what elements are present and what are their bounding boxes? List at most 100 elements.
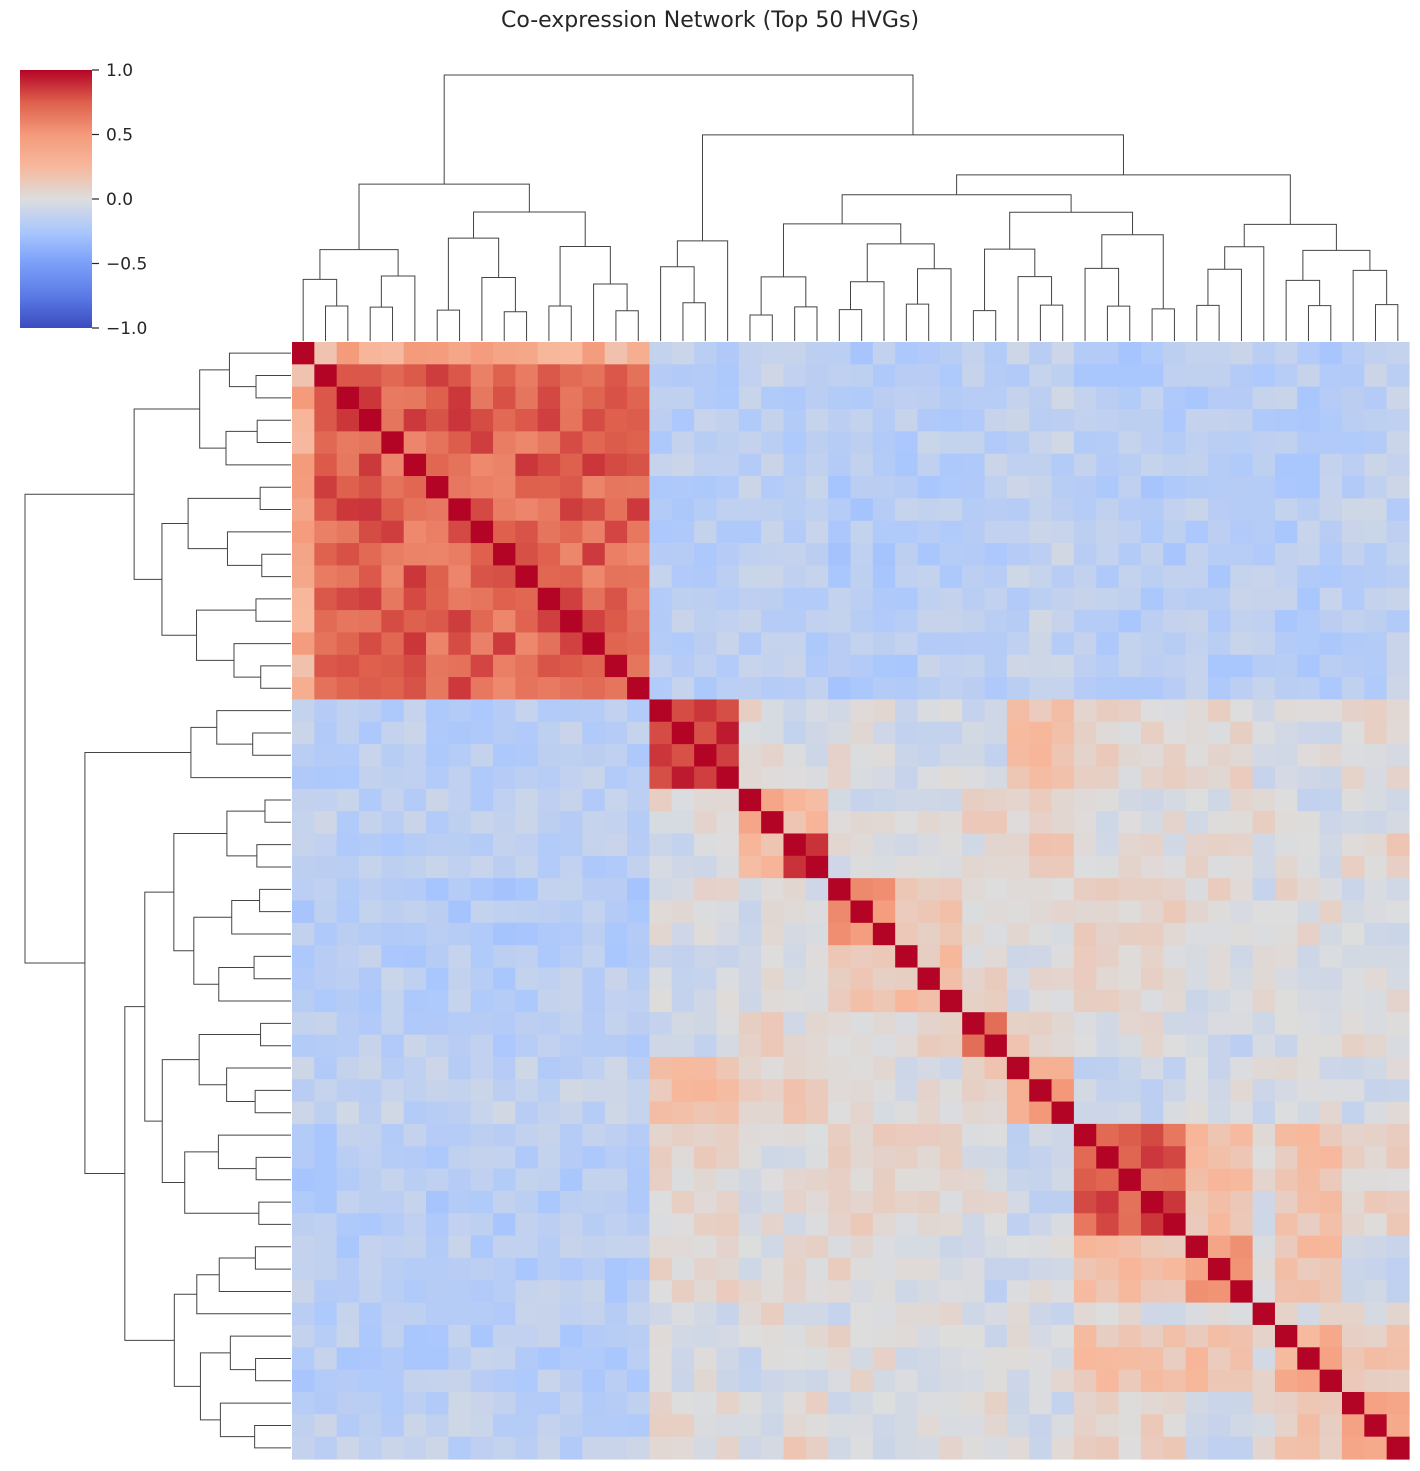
heatmap-cell: [917, 1190, 941, 1214]
heatmap-cell: [738, 1347, 762, 1371]
heatmap-cell: [850, 1213, 874, 1237]
heatmap-cell: [560, 922, 584, 946]
heatmap-cell: [1051, 900, 1075, 924]
heatmap-cell: [895, 1391, 919, 1415]
heatmap-cell: [403, 1101, 427, 1125]
heatmap-cell: [694, 1079, 718, 1103]
heatmap-cell: [828, 1056, 852, 1080]
heatmap-cell: [738, 1391, 762, 1415]
row-dendrogram: [24, 352, 291, 1449]
heatmap-cell: [1364, 587, 1388, 611]
heatmap-cell: [872, 587, 896, 611]
heatmap-cell: [1230, 654, 1254, 678]
dendrogram-link: [1106, 305, 1131, 341]
heatmap-cell: [582, 453, 606, 477]
heatmap-cell: [1274, 1280, 1298, 1304]
heatmap-cell: [1230, 1101, 1254, 1125]
heatmap-cell: [448, 1168, 472, 1192]
heatmap-cell: [426, 386, 449, 410]
heatmap-cell: [1319, 1213, 1343, 1237]
heatmap-cell: [1029, 1369, 1053, 1393]
heatmap-cell: [962, 833, 986, 857]
heatmap-cell: [1185, 1190, 1209, 1214]
heatmap-cell: [761, 520, 785, 544]
heatmap-cell: [761, 989, 785, 1013]
heatmap-cell: [1319, 587, 1343, 611]
heatmap-cell: [1073, 1012, 1097, 1036]
heatmap-cell: [292, 1414, 315, 1438]
heatmap-cell: [359, 610, 382, 634]
heatmap-cell: [738, 520, 762, 544]
heatmap-cell: [1297, 1436, 1321, 1460]
heatmap-cell: [917, 1391, 941, 1415]
heatmap-cell: [694, 878, 718, 902]
heatmap-cell: [537, 342, 561, 365]
heatmap-cell: [1274, 811, 1298, 835]
heatmap-cell: [783, 409, 807, 432]
heatmap-cell: [1006, 1436, 1030, 1460]
heatmap-cell: [917, 1012, 941, 1036]
heatmap-cell: [1073, 1280, 1097, 1304]
heatmap-cell: [470, 945, 494, 969]
heatmap-cell: [1096, 766, 1120, 790]
heatmap-cell: [493, 520, 516, 544]
heatmap-cell: [1073, 1168, 1097, 1192]
heatmap-cell: [895, 989, 919, 1013]
heatmap-cell: [604, 520, 628, 544]
heatmap-cell: [381, 677, 405, 701]
heatmap-cell: [694, 1302, 718, 1326]
dendrogram-link: [905, 303, 930, 341]
heatmap-cell: [828, 1324, 852, 1348]
heatmap-cell: [895, 1079, 919, 1103]
heatmap-cell: [850, 1034, 874, 1058]
heatmap-cell: [939, 744, 963, 768]
heatmap-cell: [1029, 498, 1053, 522]
heatmap-cell: [694, 632, 718, 656]
heatmap-cell: [1163, 699, 1187, 723]
heatmap-cell: [716, 498, 740, 522]
heatmap-cell: [537, 587, 561, 611]
heatmap-cell: [1386, 721, 1410, 745]
heatmap-cell: [738, 543, 762, 566]
heatmap-cell: [560, 1079, 584, 1103]
heatmap-cell: [314, 1190, 338, 1214]
heatmap-cell: [1297, 364, 1321, 388]
heatmap-cell: [1319, 409, 1343, 432]
heatmap-cell: [649, 1123, 673, 1147]
heatmap-cell: [671, 922, 695, 946]
heatmap-cell: [292, 1347, 315, 1371]
heatmap-cell: [716, 945, 740, 969]
heatmap-cell: [627, 1235, 651, 1259]
heatmap-cell: [828, 878, 852, 902]
heatmap-cell: [872, 744, 896, 768]
heatmap-cell: [984, 1324, 1008, 1348]
heatmap-cell: [1386, 1168, 1410, 1192]
heatmap-cell: [805, 1056, 829, 1080]
heatmap-cell: [895, 1213, 919, 1237]
heatmap-cell: [493, 788, 516, 812]
heatmap-cell: [493, 476, 516, 499]
heatmap-cell: [381, 744, 405, 768]
heatmap-cell: [426, 1347, 449, 1371]
heatmap-cell: [359, 989, 382, 1013]
heatmap-cell: [403, 967, 427, 991]
heatmap-cell: [1252, 1324, 1276, 1348]
heatmap-cell: [1252, 1436, 1276, 1460]
heatmap-cell: [872, 1034, 896, 1058]
heatmap-cell: [1319, 632, 1343, 656]
heatmap-cell: [1207, 677, 1231, 701]
dendrogram-link: [481, 276, 516, 341]
dendrogram-link: [369, 306, 394, 341]
heatmap-cell: [627, 855, 651, 879]
heatmap-cell: [984, 386, 1008, 410]
heatmap-cell: [895, 855, 919, 879]
heatmap-cell: [1230, 520, 1254, 544]
heatmap-cell: [1051, 1079, 1075, 1103]
heatmap-cell: [694, 788, 718, 812]
heatmap-cell: [381, 364, 405, 388]
heatmap-cell: [493, 677, 516, 701]
heatmap-cell: [828, 1302, 852, 1326]
heatmap-cell: [738, 811, 762, 835]
heatmap-cell: [448, 721, 472, 745]
heatmap-cell: [738, 766, 762, 790]
